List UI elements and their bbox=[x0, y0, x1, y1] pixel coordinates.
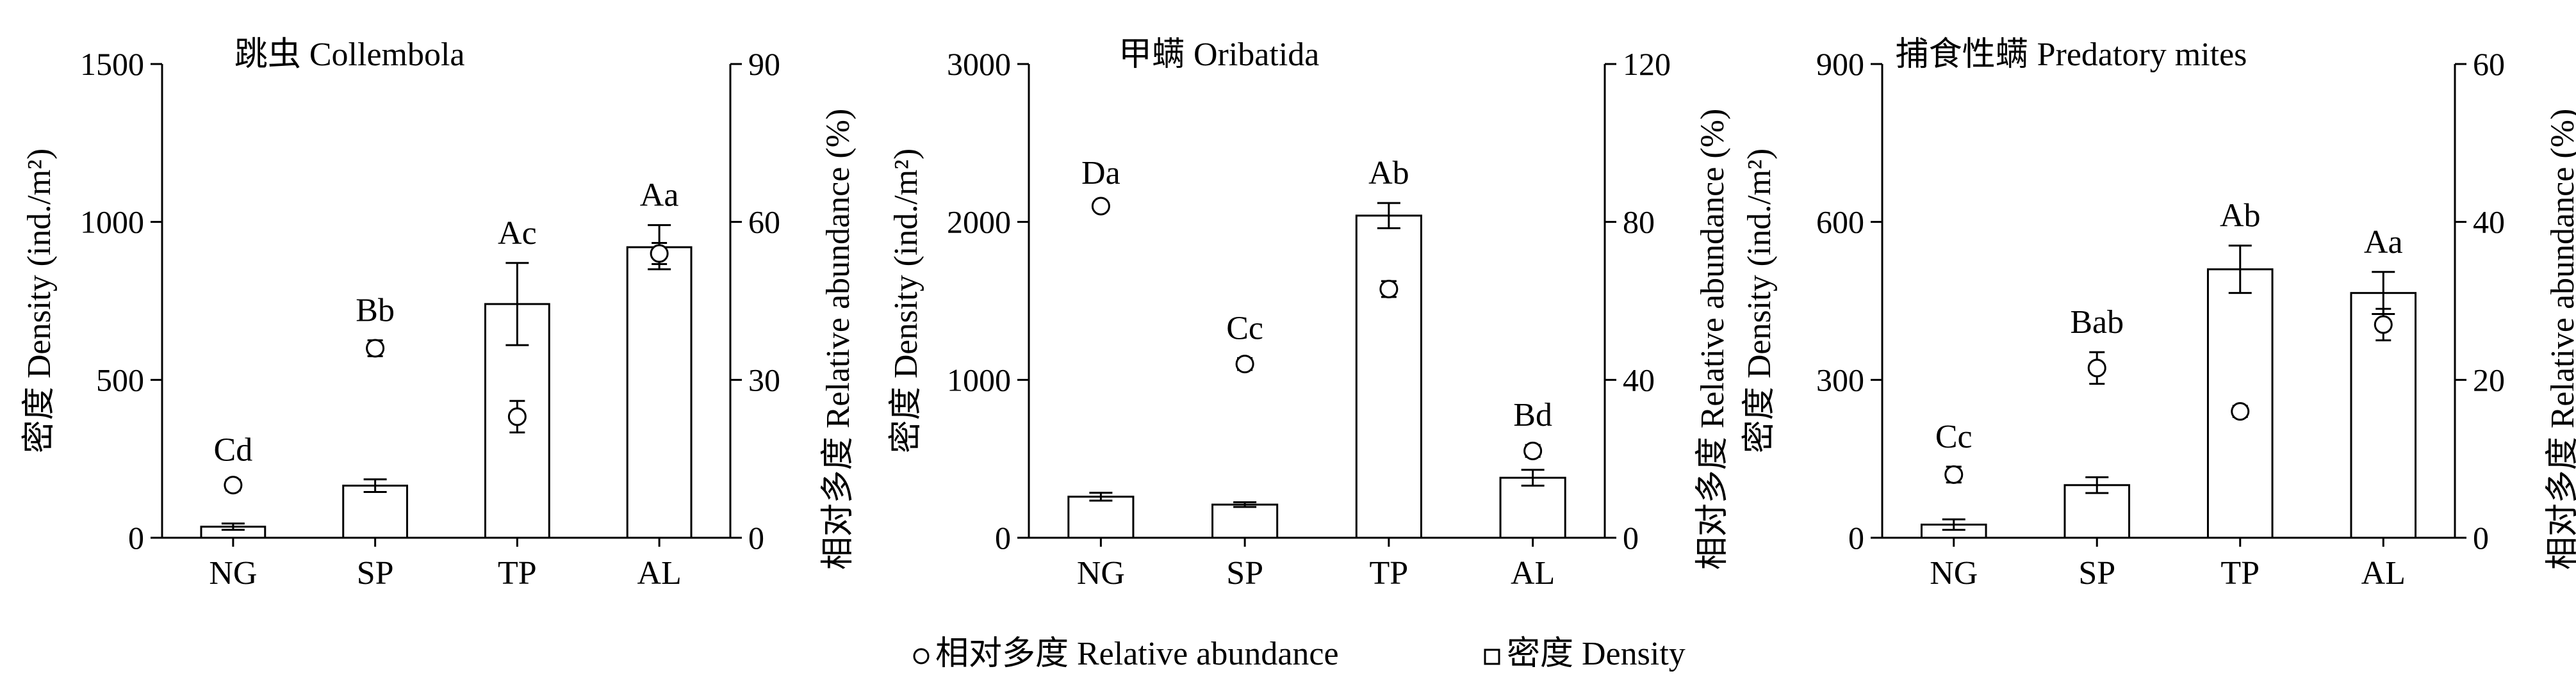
y-tick-label-right: 90 bbox=[748, 46, 780, 82]
y-axis-label-left: 密度 Density (ind./m²) bbox=[21, 149, 58, 453]
significance-label: Aa bbox=[2364, 224, 2403, 261]
y-axis-label-left: 密度 Density (ind./m²) bbox=[1741, 149, 1778, 453]
abundance-marker bbox=[2231, 402, 2250, 421]
x-tick-label: NG bbox=[209, 555, 257, 592]
x-tick-label: AL bbox=[637, 555, 681, 592]
bar bbox=[1355, 214, 1422, 539]
chart-panel-1: 0 1000 2000 3000 0 40 80 120 NG SP TP AL 甲螨 Oribatid… bbox=[888, 36, 1731, 592]
y-tick-label-left: 900 bbox=[1816, 46, 1864, 82]
legend: 相对多度 Relative abundance 密度 Density bbox=[913, 636, 1686, 672]
y-tick-label-right: 0 bbox=[2473, 520, 2489, 556]
y-tick-label-right: 30 bbox=[748, 362, 780, 398]
abundance-marker bbox=[2374, 315, 2393, 334]
x-tick-label: TP bbox=[1370, 555, 1409, 592]
y-tick-label-right: 60 bbox=[748, 204, 780, 240]
legend-abundance-label: 相对多度 Relative abundance bbox=[935, 636, 1339, 672]
y-tick-label-left: 0 bbox=[995, 520, 1011, 556]
significance-label: Cc bbox=[1226, 310, 1263, 346]
abundance-marker bbox=[1091, 197, 1110, 216]
y-tick-label-right: 40 bbox=[2473, 204, 2505, 240]
x-tick-label: SP bbox=[1226, 555, 1263, 592]
y-tick-label-left: 600 bbox=[1816, 204, 1864, 240]
significance-label: Bb bbox=[356, 293, 395, 329]
significance-label: Da bbox=[1081, 155, 1120, 191]
panel-title: 甲螨 Oribatida bbox=[1119, 36, 1319, 73]
bar bbox=[626, 246, 693, 539]
bar bbox=[1067, 496, 1135, 539]
y-tick-label-left: 3000 bbox=[947, 46, 1011, 82]
legend-density-marker bbox=[1484, 649, 1500, 665]
x-tick-label: NG bbox=[1930, 555, 1978, 592]
y-tick-label-right: 60 bbox=[2473, 46, 2505, 82]
y-tick-label-left: 1000 bbox=[947, 362, 1011, 398]
legend-density-label: 密度 Density bbox=[1507, 636, 1686, 672]
significance-label: Ab bbox=[2220, 198, 2261, 234]
x-tick-label: SP bbox=[2078, 555, 2115, 592]
y-tick-label-right: 120 bbox=[1623, 46, 1671, 82]
y-axis-label-right: 相对多度 Relative abundance (%) bbox=[820, 109, 857, 570]
y-tick-label-left: 300 bbox=[1816, 362, 1864, 398]
significance-label: Ac bbox=[498, 215, 537, 252]
significance-label: Cc bbox=[1935, 419, 1973, 455]
y-tick-label-right: 0 bbox=[748, 520, 764, 556]
panels: 0 500 1000 1500 0 30 60 90 NG SP TP AL 跳虫 Collembola… bbox=[21, 36, 2576, 592]
y-axis-label-right: 相对多度 Relative abundance (%) bbox=[2545, 109, 2576, 570]
y-tick-label-left: 1500 bbox=[80, 46, 144, 82]
x-tick-label: TP bbox=[498, 555, 537, 592]
abundance-marker bbox=[224, 476, 243, 495]
y-tick-label-right: 80 bbox=[1623, 204, 1655, 240]
panel-title: 跳虫 Collembola bbox=[234, 36, 465, 73]
bar bbox=[342, 485, 409, 539]
bar bbox=[1499, 476, 1566, 539]
abundance-marker bbox=[366, 339, 385, 358]
y-tick-label-left: 0 bbox=[1848, 520, 1864, 556]
y-tick-label-left: 2000 bbox=[947, 204, 1011, 240]
y-axis-label-right: 相对多度 Relative abundance (%) bbox=[1694, 109, 1731, 570]
abundance-marker bbox=[1379, 280, 1399, 298]
x-tick-label: TP bbox=[2220, 555, 2260, 592]
significance-label: Ab bbox=[1368, 155, 1409, 191]
abundance-marker bbox=[1235, 355, 1254, 374]
y-tick-label-right: 20 bbox=[2473, 362, 2505, 398]
significance-label: Bd bbox=[1513, 397, 1552, 433]
significance-label: Cd bbox=[214, 432, 253, 469]
y-tick-label-right: 40 bbox=[1623, 362, 1655, 398]
y-tick-label-left: 1000 bbox=[80, 204, 144, 240]
y-tick-label-left: 500 bbox=[96, 362, 144, 398]
chart-panel-0: 0 500 1000 1500 0 30 60 90 NG SP TP AL 跳虫 Collembola… bbox=[21, 36, 857, 592]
legend-abundance-marker bbox=[913, 648, 930, 665]
x-tick-label: NG bbox=[1077, 555, 1125, 592]
abundance-marker bbox=[507, 407, 527, 426]
abundance-marker bbox=[1523, 441, 1543, 460]
abundance-marker bbox=[2087, 359, 2106, 378]
abundance-marker bbox=[1944, 465, 1964, 484]
x-tick-label: AL bbox=[2361, 555, 2406, 592]
x-tick-label: AL bbox=[1511, 555, 1555, 592]
panel-title: 捕食性螨 Predatory mites bbox=[1896, 36, 2247, 73]
y-tick-label-right: 0 bbox=[1623, 520, 1639, 556]
significance-label: Bab bbox=[2070, 304, 2124, 341]
chart-panel-2: 0 300 600 900 0 20 40 60 NG SP TP AL 捕食性螨 Predatory … bbox=[1741, 36, 2576, 592]
significance-label: Aa bbox=[640, 177, 679, 214]
y-tick-label-left: 0 bbox=[128, 520, 144, 556]
abundance-marker bbox=[650, 244, 669, 263]
y-axis-label-left: 密度 Density (ind./m²) bbox=[888, 149, 924, 453]
bar bbox=[1211, 503, 1279, 539]
x-tick-label: SP bbox=[357, 555, 394, 592]
